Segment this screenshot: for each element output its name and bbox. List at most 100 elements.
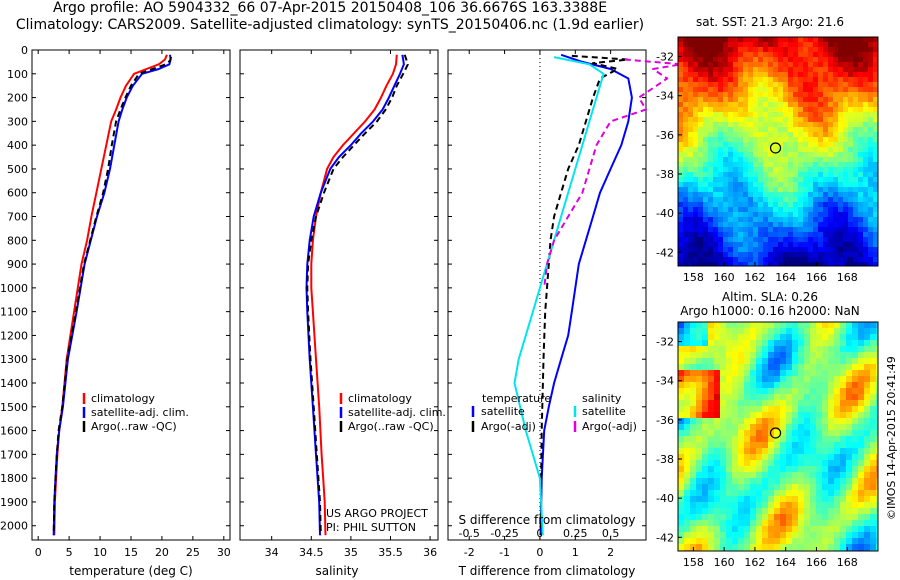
heatmap-cell	[702, 514, 709, 521]
heatmap-cell	[693, 177, 699, 183]
heatmap-cell	[728, 87, 734, 93]
heatmap-cell	[828, 478, 835, 485]
heatmap-cell	[688, 107, 694, 113]
heatmap-cell	[774, 328, 781, 335]
heatmap-cell	[693, 122, 699, 128]
heatmap-cell	[828, 47, 834, 53]
heatmap-cell	[803, 167, 809, 173]
heatmap-cell	[848, 167, 854, 173]
heatmap-cell	[678, 544, 685, 551]
heatmap-cell	[858, 97, 864, 103]
heatmap-cell	[783, 127, 789, 133]
heatmap-cell	[728, 147, 734, 153]
heatmap-cell	[684, 454, 691, 461]
x-tick-label-secondary: -0.25	[490, 527, 518, 540]
heatmap-cell	[813, 117, 819, 123]
heatmap-cell	[773, 192, 779, 198]
heatmap-cell	[698, 217, 704, 223]
heatmap-cell	[810, 466, 817, 473]
heatmap-cell	[864, 418, 871, 425]
heatmap-cell	[840, 520, 847, 527]
heatmap-cell	[733, 242, 739, 248]
heatmap-cell	[846, 382, 853, 389]
heatmap-cell	[876, 520, 878, 527]
heatmap-cell	[702, 424, 709, 431]
temperature-legend: climatology satellite-adj. clim. Argo(..…	[82, 392, 189, 433]
heatmap-cell	[768, 52, 774, 58]
argo-float-marker	[769, 427, 782, 439]
heatmap-cell	[738, 412, 745, 419]
heatmap-cell	[738, 87, 744, 93]
heatmap-cell	[718, 67, 724, 73]
heatmap-cell	[718, 37, 724, 43]
heatmap-cell	[846, 358, 853, 365]
heatmap-cell	[798, 82, 804, 88]
x-tick-label: 160	[714, 271, 735, 284]
heatmap-cell	[744, 388, 751, 395]
heatmap-cell	[708, 92, 714, 98]
heatmap-cell	[852, 376, 859, 383]
heatmap-cell	[696, 448, 703, 455]
heatmap-cell	[822, 340, 829, 347]
heatmap-cell	[803, 252, 809, 258]
heatmap-cell	[678, 177, 684, 183]
heatmap-cell	[804, 442, 811, 449]
heatmap-cell	[822, 358, 829, 365]
heatmap-cell	[698, 242, 704, 248]
heatmap-cell	[793, 207, 799, 213]
heatmap-cell	[702, 520, 709, 527]
heatmap-cell	[858, 102, 864, 108]
heatmap-cell	[873, 117, 878, 123]
heatmap-cell	[738, 334, 745, 341]
heatmap-cell	[696, 340, 703, 347]
heatmap-cell	[793, 182, 799, 188]
heatmap-cell	[788, 97, 794, 103]
heatmap-cell	[780, 370, 787, 377]
heatmap-cell	[818, 37, 824, 43]
heatmap-cell	[703, 72, 709, 78]
heatmap-cell	[698, 102, 704, 108]
heatmap-cell	[846, 490, 853, 497]
y-tick-label: 1900	[0, 496, 28, 509]
heatmap-cell	[792, 478, 799, 485]
heatmap-cell	[868, 42, 874, 48]
heatmap-cell	[758, 222, 764, 228]
heatmap-cell	[816, 370, 823, 377]
heatmap-cell	[748, 67, 754, 73]
heatmap-cell	[708, 232, 714, 238]
heatmap-cell	[786, 472, 793, 479]
heatmap-cell	[748, 137, 754, 143]
heatmap-cell	[803, 77, 809, 83]
heatmap-cell	[848, 67, 854, 73]
heatmap-cell	[816, 382, 823, 389]
heatmap-cell	[788, 47, 794, 53]
heatmap-cell	[798, 232, 804, 238]
heatmap-cell	[834, 436, 841, 443]
heatmap-cell	[744, 328, 751, 335]
heatmap-cell	[828, 222, 834, 228]
heatmap-cell	[840, 526, 847, 533]
heatmap-cell	[828, 67, 834, 73]
heatmap-cell	[753, 177, 759, 183]
heatmap-cell	[684, 370, 691, 377]
heatmap-cell	[763, 142, 769, 148]
heatmap-cell	[683, 252, 689, 258]
heatmap-cell	[783, 217, 789, 223]
heatmap-cell	[748, 197, 754, 203]
heatmap-cell	[792, 472, 799, 479]
heatmap-cell	[693, 202, 699, 208]
heatmap-cell	[718, 232, 724, 238]
heatmap-cell	[783, 242, 789, 248]
heatmap-cell	[703, 222, 709, 228]
heatmap-cell	[690, 328, 697, 335]
heatmap-cell	[732, 424, 739, 431]
heatmap-cell	[818, 252, 824, 258]
heatmap-cell	[798, 102, 804, 108]
heatmap-cell	[876, 370, 878, 377]
heatmap-cell	[852, 364, 859, 371]
heatmap-cell	[828, 526, 835, 533]
heatmap-cell	[768, 508, 775, 515]
heatmap-cell	[713, 92, 719, 98]
heatmap-cell	[702, 352, 709, 359]
heatmap-cell	[748, 97, 754, 103]
